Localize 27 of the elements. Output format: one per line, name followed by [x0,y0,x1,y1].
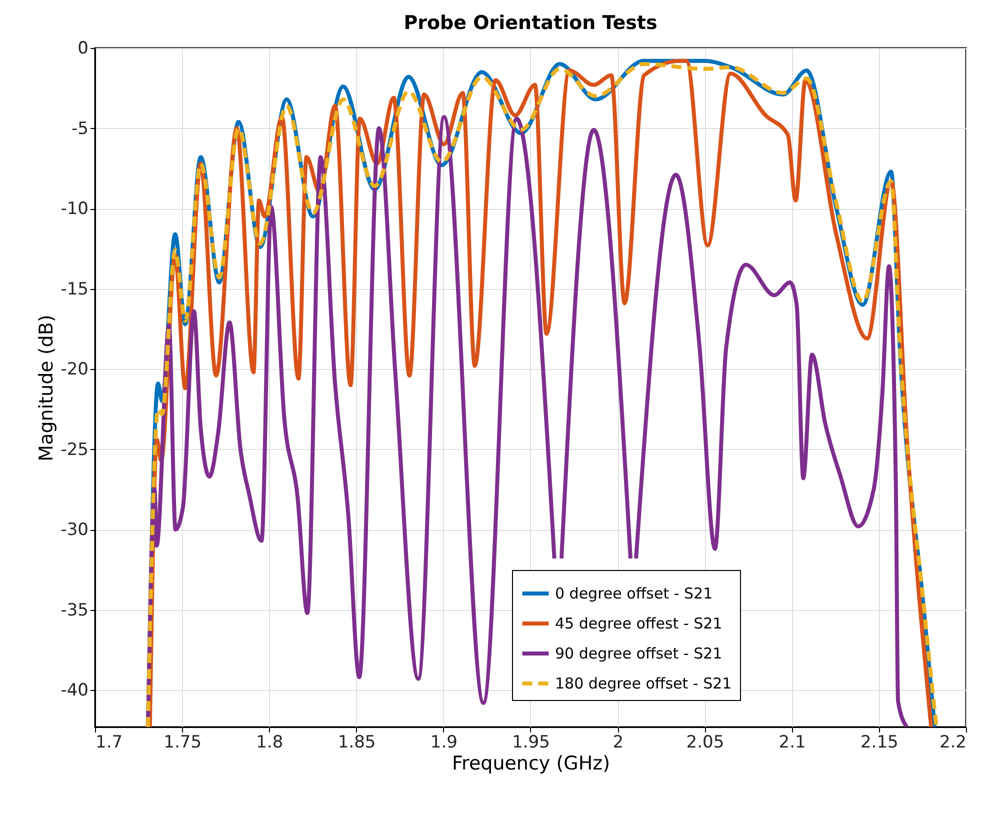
y-tick-label: -5 [72,118,88,139]
x-tick-label: 2.1 [778,732,806,752]
y-tick-label: -30 [60,520,88,540]
x-tick-label: 1.9 [430,732,458,752]
y-tick-label: -15 [60,279,88,300]
x-tick-label: 2.2 [939,732,966,752]
legend-label: 90 degree offset - S21 [555,644,722,662]
x-tick-label: 1.75 [164,732,202,752]
x-axis-title: Frequency (GHz) [452,752,610,774]
y-tick-label: -25 [60,440,88,460]
y-tick-label: -10 [60,199,88,220]
legend-label: 45 degree offest - S21 [555,614,722,632]
y-tick-label: -40 [60,680,88,701]
y-tick-label: -20 [60,360,88,380]
x-tick-label: 2.05 [686,732,724,752]
x-tick-label: 1.8 [256,732,284,752]
y-tick-label: -35 [60,600,88,620]
y-axis-title: Magnitude (dB) [36,314,58,462]
x-tick-label: 1.7 [96,732,123,752]
chart-title: Probe Orientation Tests [404,12,658,34]
legend-label: 0 degree offset - S21 [555,584,713,602]
x-tick-label: 1.95 [512,732,550,752]
x-tick-label: 2.15 [860,732,898,752]
x-tick-label: 2 [612,732,624,752]
y-tick-label: 0 [78,38,88,58]
legend-label: 180 degree offset - S21 [555,674,732,692]
x-tick-label: 1.85 [338,732,376,752]
